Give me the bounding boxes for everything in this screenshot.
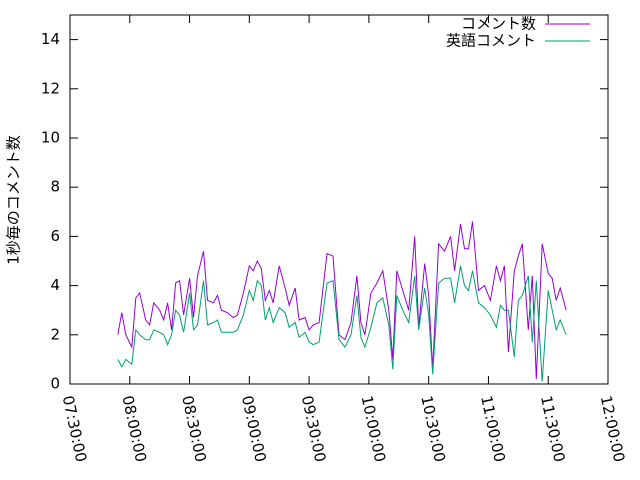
y-axis-label: 1秒毎のコメント数 xyxy=(5,135,23,265)
x-tick-label: 08:30:00 xyxy=(178,394,210,464)
y-tick-label: 6 xyxy=(50,227,60,245)
x-tick-label: 09:00:00 xyxy=(238,394,270,464)
y-tick-label: 12 xyxy=(41,79,60,97)
x-tick-label: 10:30:00 xyxy=(417,394,449,464)
x-tick-label: 09:30:00 xyxy=(298,394,330,464)
y-tick-label: 4 xyxy=(50,276,60,294)
y-tick-label: 10 xyxy=(41,129,60,147)
x-tick-label: 10:00:00 xyxy=(358,394,390,464)
x-tick-label: 07:30:00 xyxy=(59,394,91,464)
y-tick-label: 8 xyxy=(50,178,60,196)
legend-label: 英語コメント xyxy=(446,32,536,50)
x-tick-label: 08:00:00 xyxy=(118,394,150,464)
legend-label: コメント数 xyxy=(461,15,536,33)
series-line xyxy=(117,265,567,382)
series-line xyxy=(117,221,567,380)
x-tick-label: 12:00:00 xyxy=(597,394,629,464)
plot-frame xyxy=(69,14,609,385)
y-tick-label: 2 xyxy=(50,325,60,343)
y-tick-label: 14 xyxy=(41,30,60,48)
y-tick-label: 0 xyxy=(50,375,60,393)
x-tick-label: 11:30:00 xyxy=(537,394,569,464)
x-tick-label: 11:00:00 xyxy=(477,394,509,464)
